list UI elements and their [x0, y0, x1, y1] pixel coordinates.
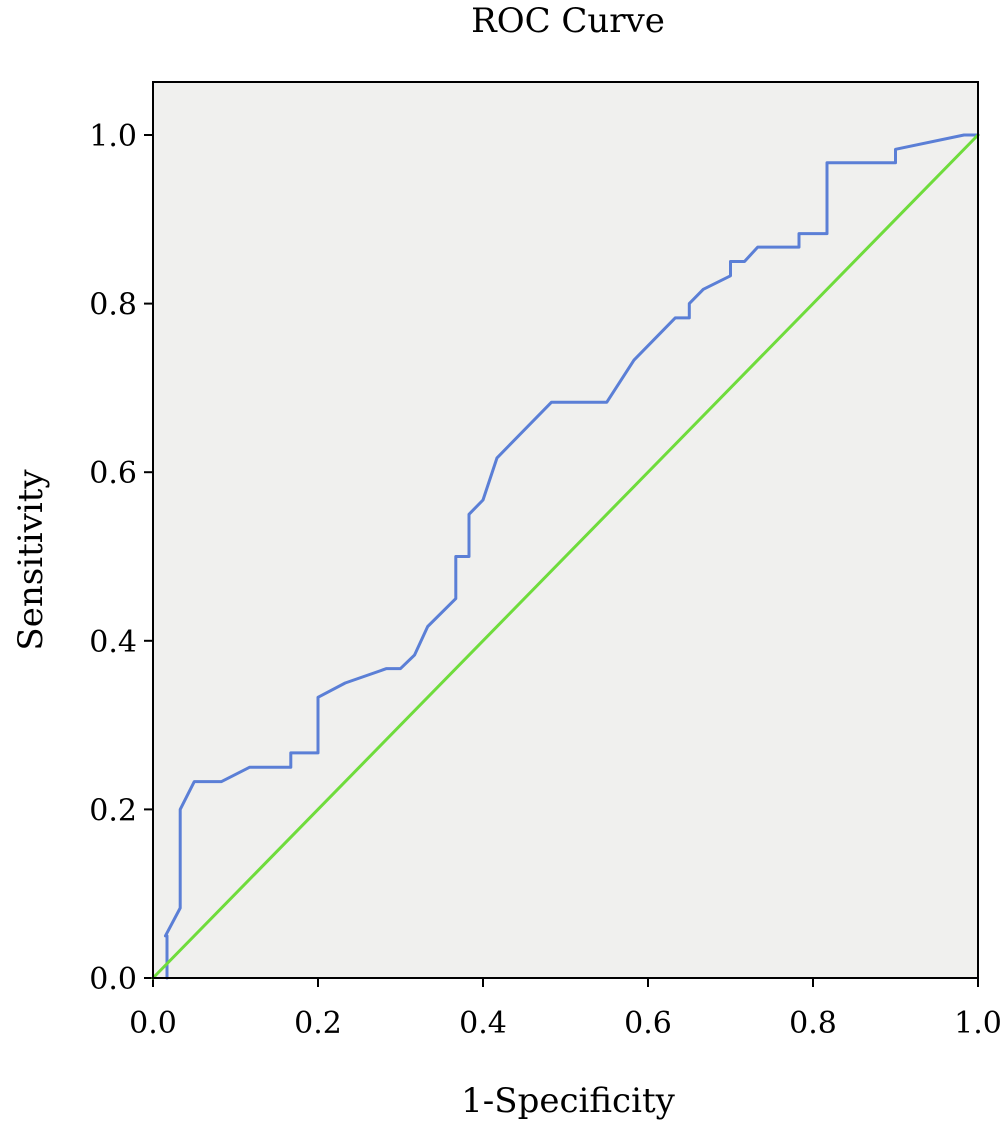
y-tick-label: 0.0 — [89, 962, 137, 997]
y-tick-label: 0.6 — [89, 456, 137, 491]
chart-title: ROC Curve — [471, 1, 665, 41]
x-axis-label: 1-Specificity — [461, 1081, 675, 1121]
x-tick-label: 1.0 — [954, 1006, 1000, 1041]
reference-diagonal-line — [151, 133, 980, 980]
plot-frame — [152, 81, 979, 979]
x-tick-label: 0.6 — [624, 1006, 672, 1041]
plot-area — [153, 82, 978, 978]
x-tick-label: 0.4 — [459, 1006, 507, 1041]
x-tick-label: 0.2 — [294, 1006, 342, 1041]
y-tick-label: 1.0 — [89, 119, 137, 154]
x-tick-label: 0.8 — [789, 1006, 837, 1041]
axes — [152, 81, 979, 979]
roc-curve-line — [163, 133, 980, 980]
y-tick-label: 0.2 — [89, 793, 137, 828]
series-layer — [151, 133, 980, 980]
x-tick-label: 0.0 — [129, 1006, 177, 1041]
y-tick-label: 0.4 — [89, 625, 137, 660]
y-tick-label: 0.8 — [89, 288, 137, 323]
y-axis-label: Sensitivity — [11, 469, 51, 651]
axis-ticks: 0.0 0.2 0.4 0.6 0.8 1.0 0.0 0.2 0.4 0.6 0.8 1.0 — [89, 119, 1000, 1041]
